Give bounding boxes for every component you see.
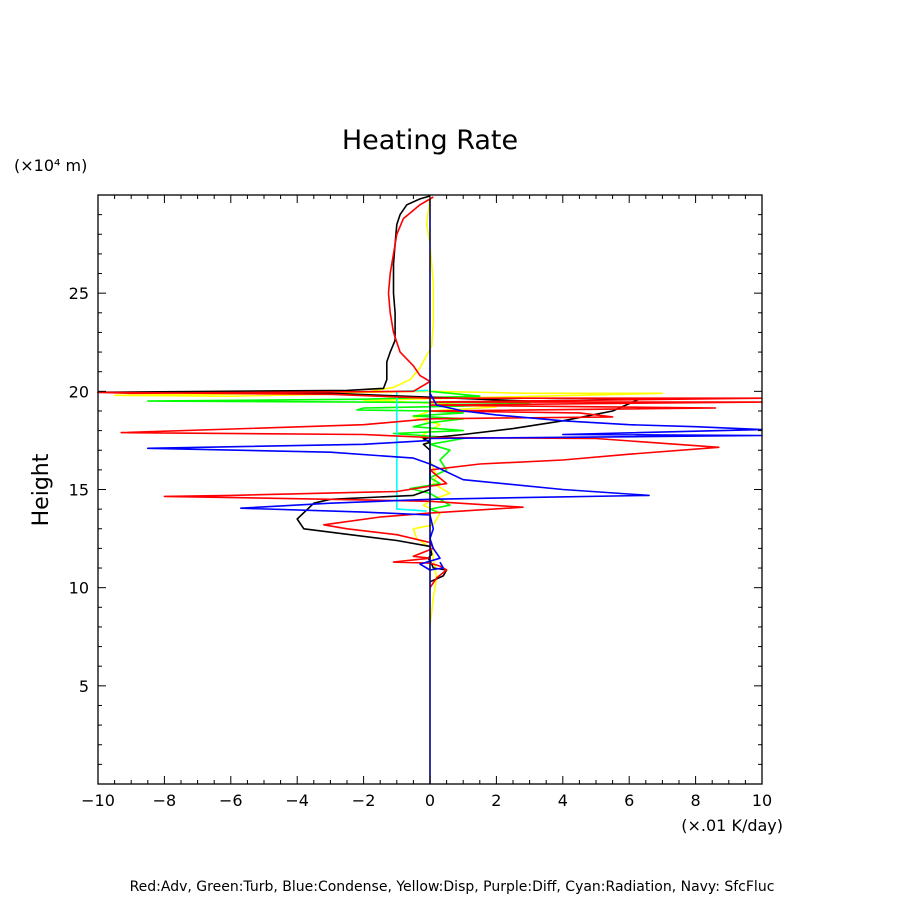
x-tick-label: 8	[691, 791, 701, 810]
y-tick-label: 15	[69, 481, 89, 500]
series-layer	[97, 195, 763, 784]
x-tick-label: −6	[219, 791, 243, 810]
series-line-4	[97, 195, 640, 583]
legend-text: Red:Adv, Green:Turb, Blue:Condense, Yell…	[130, 879, 775, 895]
y-tick-label: 10	[69, 579, 89, 598]
x-tick-label: 6	[624, 791, 634, 810]
axis-layer: −10 −8 −6 −4 −2 0 2 4 6 8 10 5 10 15 20 25	[69, 195, 772, 810]
x-tick-label: −10	[81, 791, 115, 810]
y-axis-label: Height	[29, 453, 54, 526]
y-tick-label: 25	[69, 284, 89, 303]
y-axis-units: (×10⁴ m)	[14, 156, 87, 175]
y-tick-label: 20	[69, 382, 89, 401]
x-tick-label: 10	[752, 791, 772, 810]
x-tick-label: 4	[558, 791, 568, 810]
series-line-6	[147, 392, 763, 571]
series-line-2	[147, 381, 531, 514]
x-tick-label: −8	[153, 791, 177, 810]
x-axis-units: (×.01 K/day)	[681, 816, 783, 835]
chart-title: Heating Rate	[342, 125, 518, 156]
x-tick-label: 0	[425, 791, 435, 810]
series-line-5	[97, 196, 763, 589]
y-tick-label: 5	[79, 677, 89, 696]
x-tick-label: 2	[491, 791, 501, 810]
x-tick-label: −2	[352, 791, 376, 810]
x-tick-label: −4	[285, 791, 309, 810]
